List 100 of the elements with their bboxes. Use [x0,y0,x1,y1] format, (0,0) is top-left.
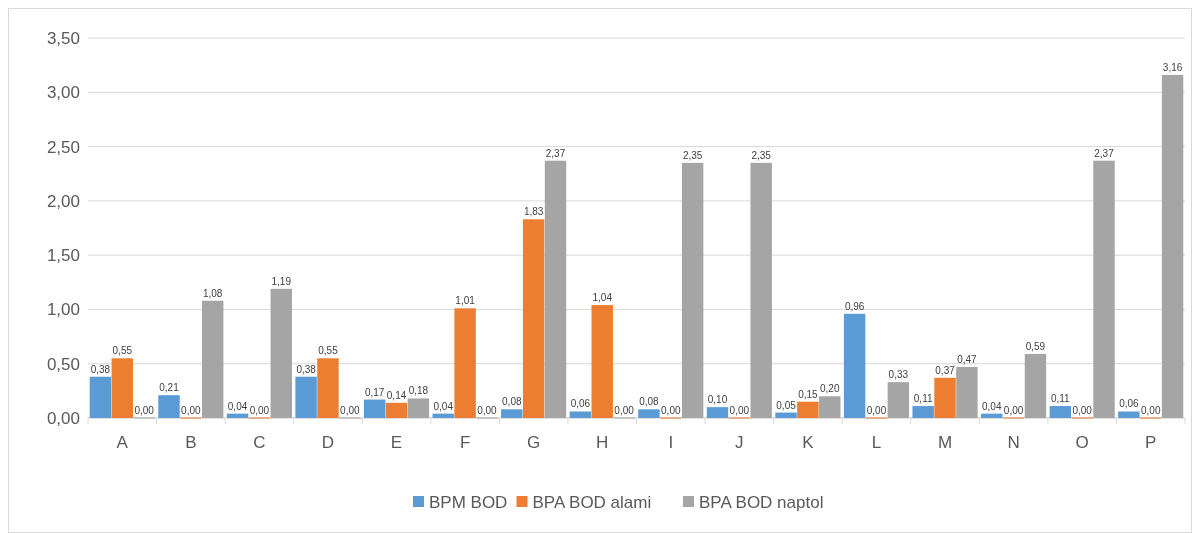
bar [501,409,523,418]
x-tick-label: B [185,433,197,452]
bar [270,288,292,418]
x-tick-label: E [390,433,403,452]
bar [385,402,408,418]
bar [454,308,476,418]
bar [569,411,592,418]
data-label: 0,00 [866,405,887,416]
data-label: 0,33 [888,369,909,381]
x-tick-label: M [937,433,953,452]
data-label: 0,00 [1140,405,1161,416]
bar [934,377,956,418]
legend-label: BPA BOD alami [532,492,652,512]
data-label: 0,55 [112,345,133,357]
data-label: 0,00 [340,405,360,416]
y-tick-label: 1,00 [46,300,80,320]
data-label: 0,00 [661,405,681,416]
bar [981,413,1003,418]
data-label: 0,00 [729,405,750,416]
data-label: 0,00 [1072,405,1093,416]
data-label: 0,18 [408,385,429,397]
bar [201,300,224,418]
data-label: 0,00 [249,405,270,416]
data-label: 0,06 [1119,398,1140,410]
bar [797,401,819,418]
data-label: 0,21 [159,382,180,394]
data-label: 2,35 [682,149,703,161]
data-label: 0,11 [913,393,933,405]
data-label: 0,00 [134,405,155,416]
bar [819,396,841,418]
bar [956,366,978,418]
bar [843,313,866,418]
y-tick-label: 0,00 [46,408,80,428]
bar [1118,411,1140,418]
data-label: 0,38 [90,363,111,375]
x-tick-label: F [459,433,471,452]
data-label: 0,17 [364,386,385,398]
bar [317,358,339,418]
data-label: 0,96 [844,300,865,312]
y-tick-label: 2,00 [46,191,80,211]
data-label: 0,04 [982,400,1002,412]
data-label: 0,00 [614,405,635,416]
bar [1049,406,1072,418]
bar [638,409,660,418]
data-label: 0,10 [707,394,728,406]
bar [407,398,430,418]
data-label: 0,05 [776,399,797,411]
bar [226,413,249,418]
bar [912,406,934,418]
data-label: 0,04 [433,400,454,412]
data-label: 0,00 [181,405,202,416]
legend-label: BPM BOD [429,492,508,512]
x-tick-label: H [596,433,609,452]
data-label: 1,83 [523,206,544,218]
data-label: 0,38 [296,363,317,375]
x-tick-label: G [527,433,541,452]
bar [750,162,772,418]
data-label: 0,20 [820,383,840,395]
x-tick-label: A [116,433,129,452]
data-label: 1,08 [202,287,223,299]
legend-label: BPA BOD naptol [699,492,824,512]
data-label: 0,11 [1050,393,1071,405]
bar [295,376,317,418]
data-label: 0,59 [1025,340,1046,352]
data-label: 2,37 [1094,147,1115,159]
x-tick-label: K [802,433,815,452]
x-tick-label: D [321,433,335,452]
data-label: 0,55 [318,345,339,357]
bar [1093,160,1115,418]
bar [591,305,613,418]
x-tick-label: N [1007,433,1020,452]
y-tick-label: 2,50 [46,137,80,157]
y-tick-label: 0,50 [46,354,80,374]
x-tick-label: I [668,433,674,452]
data-label: 0,37 [935,364,956,376]
data-label: 1,04 [592,292,613,304]
x-tick-label: P [1145,433,1157,452]
bar [1024,353,1047,418]
data-label: 0,04 [227,400,248,412]
data-label: 0,08 [639,396,660,408]
bar [887,382,910,418]
data-label: 0,08 [502,396,522,408]
x-tick-label: C [253,433,266,452]
x-tick-label: L [871,433,882,452]
bar [775,412,797,418]
data-label: 0,06 [570,398,591,410]
bar [1161,74,1184,418]
bar [706,407,729,418]
data-label: 2,37 [545,147,566,159]
x-tick-label: O [1075,433,1089,452]
bar [432,413,454,418]
bar [363,399,386,418]
data-label: 1,01 [455,295,476,307]
bar [111,358,133,418]
bar [544,160,567,418]
data-label: 2,35 [751,149,772,161]
y-tick-label: 1,50 [46,246,80,266]
x-tick-label: J [735,433,744,452]
bar [158,395,180,418]
data-label: 0,00 [477,405,498,416]
